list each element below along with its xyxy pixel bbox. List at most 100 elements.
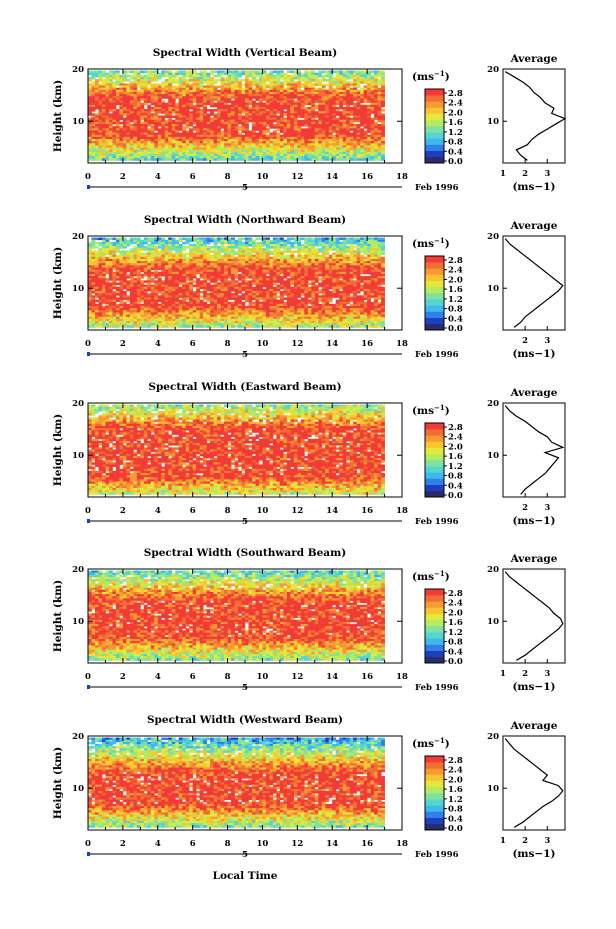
heatmap-cell (224, 102, 228, 106)
heatmap-cell (321, 115, 326, 119)
heatmap-cell (91, 96, 96, 99)
heatmap-cell (339, 158, 344, 161)
heatmap-cell (143, 85, 148, 89)
heatmap-cell (224, 106, 228, 110)
heatmap-cell (112, 74, 117, 78)
heatmap-cell (98, 109, 103, 112)
heatmap-cell (192, 94, 197, 97)
heatmap-cell (140, 121, 145, 125)
heatmap-cell (258, 100, 263, 104)
heatmap-cell (363, 70, 368, 74)
heatmap-cell (283, 94, 288, 97)
heatmap-cell (168, 81, 173, 84)
heatmap-cell (199, 79, 204, 82)
heatmap-cell (182, 74, 187, 78)
heatmap-cell (175, 79, 180, 82)
heatmap-cell (363, 252, 368, 256)
heatmap-cell (370, 89, 375, 93)
heatmap-cell (381, 119, 385, 123)
heatmap-cell (363, 100, 368, 104)
heatmap-cell (126, 94, 131, 97)
heatmap-cell (136, 124, 141, 127)
heatmap-cell (182, 117, 187, 121)
heatmap-cell (126, 98, 131, 101)
heatmap-cell (279, 76, 284, 80)
heatmap-cell (115, 94, 120, 97)
heatmap-cell (290, 85, 295, 89)
heatmap-cell (220, 81, 225, 84)
heatmap-cell (168, 96, 173, 99)
heatmap-cell (262, 79, 267, 82)
heatmap-cell (297, 74, 302, 78)
heatmap-cell (196, 72, 201, 76)
heatmap-cell (231, 85, 235, 89)
heatmap-cell (234, 102, 239, 106)
heatmap-cell (140, 96, 145, 99)
heatmap-cell (251, 74, 256, 78)
heatmap-cell (133, 109, 138, 112)
heatmap-cell (353, 85, 358, 89)
heatmap-cell (189, 104, 194, 108)
heatmap-cell (367, 81, 371, 84)
heatmap-cell (88, 98, 92, 101)
heatmap-cell (300, 72, 305, 76)
heatmap-cell (377, 106, 382, 110)
heatmap-cell (108, 124, 113, 127)
heatmap-cell (293, 96, 298, 99)
heatmap-cell (311, 72, 316, 76)
colorbar-segment (425, 113, 444, 121)
heatmap-cell (265, 76, 270, 80)
heatmap-cell (238, 74, 242, 78)
heatmap-cell (272, 87, 277, 91)
heatmap-cell (199, 113, 204, 116)
heatmap-cell (154, 241, 159, 245)
heatmap-cell (332, 87, 337, 91)
heatmap-cell (199, 119, 204, 123)
heatmap-cell (157, 100, 162, 104)
heatmap-cell (328, 117, 333, 121)
heatmap-cell (276, 117, 281, 121)
heatmap-cell (377, 81, 382, 84)
heatmap-cell (136, 94, 141, 97)
heatmap-cell (140, 269, 145, 273)
heatmap-cell (115, 117, 120, 121)
heatmap-cell (119, 106, 124, 110)
colorbar-segment (425, 150, 444, 158)
heatmap-cell (224, 79, 228, 82)
heatmap-cell (147, 91, 152, 95)
heatmap-cell (136, 72, 141, 76)
heatmap-cell (189, 119, 194, 123)
heatmap-cell (300, 113, 305, 116)
heatmap-cell (346, 83, 351, 86)
heatmap-cell (283, 100, 288, 104)
heatmap-cell (314, 100, 319, 104)
heatmap-cell (150, 109, 155, 112)
heatmap-cell (98, 124, 103, 127)
heatmap-cell (353, 109, 358, 112)
heatmap-cell (346, 117, 351, 121)
y-tick-label: 20 (72, 65, 84, 75)
heatmap-cell (98, 117, 103, 121)
heatmap-cell (346, 106, 351, 110)
heatmap-cell (129, 106, 134, 110)
heatmap-cell (227, 276, 232, 279)
heatmap-cell (224, 104, 228, 108)
heatmap-cell (105, 111, 110, 114)
heatmap-cell (297, 89, 302, 93)
heatmap-cell (370, 109, 375, 112)
heatmap-cell (258, 98, 263, 101)
heatmap-cell (325, 119, 330, 123)
heatmap-cell (168, 119, 173, 123)
heatmap-cell (272, 117, 277, 121)
heatmap-cell (192, 81, 197, 84)
heatmap-cell (300, 104, 305, 108)
heatmap-cell (133, 74, 138, 78)
heatmap-cell (332, 89, 337, 93)
heatmap-cell (175, 89, 180, 93)
heatmap-cell (140, 276, 145, 279)
heatmap-cell (339, 81, 344, 84)
heatmap-cell (356, 70, 361, 74)
heatmap-cell (234, 76, 239, 80)
heatmap-cell (108, 96, 113, 99)
heatmap-cell (276, 104, 281, 108)
